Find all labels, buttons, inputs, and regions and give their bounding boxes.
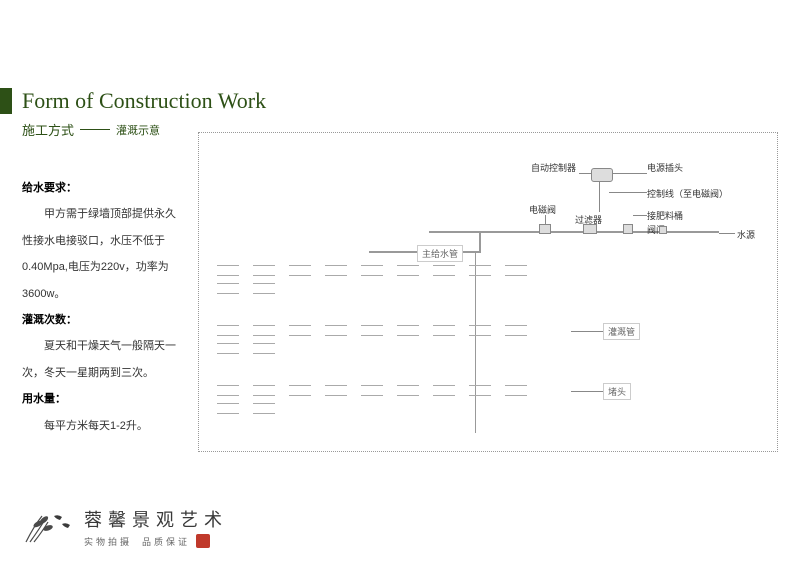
lead-power	[613, 173, 647, 174]
footer: 蓉馨景观艺术 实物拍摄 品质保证	[22, 506, 228, 548]
lead-source	[719, 233, 735, 234]
manifold	[429, 231, 719, 233]
label-endcap: 堵头	[603, 383, 631, 400]
dash-row	[217, 335, 567, 336]
main-drop-vertical	[475, 251, 476, 433]
para-water: 甲方需于绿墙顶部提供永久性接水电接驳口，水压不低于0.40Mpa,电压为220v…	[22, 201, 182, 307]
tagline-1: 实物拍摄	[84, 535, 132, 548]
heading-amount: 用水量：	[22, 386, 182, 412]
irrigation-diagram: 自动控制器 电源插头 控制线（至电磁阀） 电磁阀 过滤器 接肥料桶 阀门 水源	[199, 133, 777, 451]
lead-irr	[571, 331, 603, 332]
dash-row	[217, 275, 567, 276]
title-english: Form of Construction Work	[22, 88, 266, 114]
dash-row	[217, 385, 567, 386]
dash-row	[217, 265, 567, 266]
subtitle-divider	[80, 129, 110, 130]
label-control-line: 控制线（至电磁阀）	[647, 187, 728, 200]
lead-fert	[633, 215, 647, 216]
seal-icon	[196, 534, 210, 548]
title-chinese: 施工方式	[22, 120, 74, 139]
diagram-container: 自动控制器 电源插头 控制线（至电磁阀） 电磁阀 过滤器 接肥料桶 阀门 水源	[198, 132, 778, 452]
para-amount: 每平方米每天1-2升。	[22, 413, 182, 439]
subtitle: 灌溉示意	[116, 122, 160, 138]
label-fertilizer: 接肥料桶	[647, 209, 683, 222]
lead-solenoid	[545, 215, 546, 225]
main-pipe-vertical	[479, 231, 481, 251]
dash-row	[217, 325, 567, 326]
brand-name: 蓉馨景观艺术	[84, 506, 228, 532]
tagline-2: 品质保证	[142, 535, 190, 548]
brand-block: 蓉馨景观艺术 实物拍摄 品质保证	[84, 506, 228, 548]
label-solenoid: 电磁阀	[529, 203, 556, 216]
label-source: 水源	[737, 228, 755, 241]
lead-controller	[579, 173, 591, 174]
dash-row	[217, 395, 567, 396]
lead-control-v	[599, 182, 600, 212]
brand-tagline: 实物拍摄 品质保证	[84, 534, 228, 548]
label-main-pipe: 主给水管	[417, 245, 463, 262]
para-freq: 夏天和干燥天气一般隔天一次，冬天一星期两到三次。	[22, 333, 182, 386]
logo-icon	[22, 506, 76, 548]
filter-box	[583, 224, 597, 234]
lead-endcap	[571, 391, 603, 392]
valve-box	[659, 226, 667, 234]
controller-box	[591, 168, 613, 182]
accent-bar	[0, 88, 12, 114]
solenoid-box	[539, 224, 551, 234]
label-irrigation-pipe: 灌溉管	[603, 323, 640, 340]
text-content: 给水要求： 甲方需于绿墙顶部提供永久性接水电接驳口，水压不低于0.40Mpa,电…	[22, 175, 182, 439]
header-bar: Form of Construction Work	[0, 88, 266, 114]
lead-control	[609, 192, 647, 193]
label-power: 电源插头	[647, 161, 683, 174]
heading-water: 给水要求：	[22, 175, 182, 201]
fertilizer-box	[623, 224, 633, 234]
heading-freq: 灌溉次数：	[22, 307, 182, 333]
label-controller: 自动控制器	[531, 161, 576, 174]
